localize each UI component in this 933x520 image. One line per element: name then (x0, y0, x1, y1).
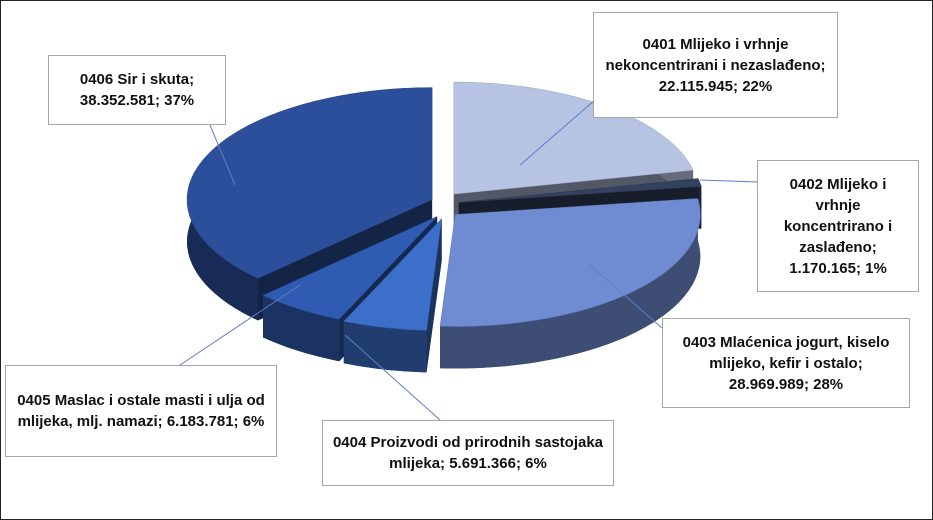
label-part: ; (820, 56, 826, 74)
slice (343, 217, 443, 373)
data-label: 0406 Sir i skuta; 38.352.581; 37% (48, 55, 226, 125)
leader-line (344, 334, 441, 421)
label-part: 37% (164, 92, 195, 109)
label-part: 0406 Sir i skuta (79, 71, 190, 88)
label-part: 6% (242, 413, 265, 430)
data-label-text: 0402 Mlijeko i vrhnje koncentrirano i za… (766, 174, 910, 279)
label-part: 0403 Mlaćenica jogurt, kiselo mlijeko, k… (682, 333, 890, 372)
label-part: 0404 Proizvodi od prirodnih sastojaka ml… (332, 434, 604, 472)
slice-side (440, 198, 701, 369)
label-part: 22.115.945 (658, 77, 734, 95)
label-part: 22% (742, 77, 773, 95)
leader-line (209, 124, 236, 186)
data-label: 0401 Mlijeko i vrhnje nekoncentrirani i … (593, 12, 838, 118)
label-part: 28% (813, 375, 844, 393)
label-part: 1% (865, 259, 887, 277)
label-part: 1.170.165 (789, 259, 856, 277)
slice-top (439, 198, 701, 327)
data-label-text: 0404 Proizvodi od prirodnih sastojaka ml… (331, 432, 605, 474)
slice-side (343, 321, 427, 373)
slice-top (262, 216, 438, 320)
data-label-text: 0406 Sir i skuta; 38.352.581; 37% (57, 69, 217, 111)
leader-line (519, 99, 596, 166)
label-part: ; (855, 259, 866, 277)
slice-top (343, 217, 443, 331)
slice-top (186, 87, 433, 279)
label-part: ; (871, 238, 877, 256)
leader-line (589, 264, 663, 329)
label-part: ; (440, 455, 450, 472)
data-label: 0404 Proizvodi od prirodnih sastojaka ml… (322, 420, 614, 486)
label-part: ; (233, 413, 243, 430)
label-part: 6% (525, 455, 547, 472)
label-part: ; (157, 413, 167, 430)
label-part: ; (733, 77, 743, 95)
label-part: 28.969.989 (728, 375, 804, 393)
label-part: ; (189, 71, 195, 88)
slice-top (458, 178, 702, 203)
label-part: 0401 Mlijeko i vrhnje nekoncentrirani i … (605, 35, 821, 74)
data-label-text: 0405 Maslac i ostale masti i ulja od mli… (14, 390, 268, 432)
slice-side (263, 295, 340, 362)
label-part: ; (803, 375, 814, 393)
label-part: 38.352.581 (79, 92, 155, 109)
label-part: ; (154, 92, 165, 109)
data-label: 0403 Mlaćenica jogurt, kiselo mlijeko, k… (662, 318, 910, 408)
data-label-text: 0403 Mlaćenica jogurt, kiselo mlijeko, k… (671, 332, 901, 395)
data-label-text: 0401 Mlijeko i vrhnje nekoncentrirani i … (602, 34, 829, 97)
label-part: ; (515, 455, 526, 472)
label-part: 0402 Mlijeko i vrhnje koncentrirano i za… (783, 175, 893, 256)
label-part: 6.183.781 (166, 413, 234, 430)
label-part: 0405 Maslac i ostale masti i ulja od mli… (17, 392, 265, 430)
slice (439, 198, 701, 369)
data-label: 0402 Mlijeko i vrhnje koncentrirano i za… (757, 160, 919, 292)
data-label: 0405 Maslac i ostale masti i ulja od mli… (5, 365, 277, 457)
label-part: 5.691.366 (449, 455, 516, 472)
leader-line (179, 284, 301, 366)
label-part: ; (857, 354, 863, 372)
leader-line (699, 179, 758, 183)
